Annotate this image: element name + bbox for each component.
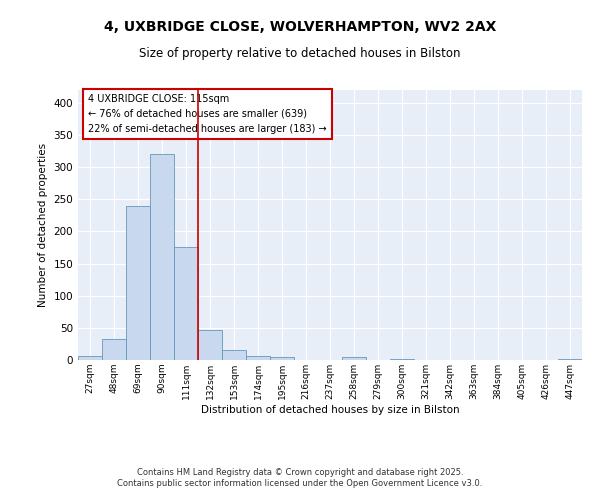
Text: 4 UXBRIDGE CLOSE: 115sqm
← 76% of detached houses are smaller (639)
22% of semi-: 4 UXBRIDGE CLOSE: 115sqm ← 76% of detach…	[88, 94, 327, 134]
Text: Size of property relative to detached houses in Bilston: Size of property relative to detached ho…	[139, 48, 461, 60]
Text: Contains HM Land Registry data © Crown copyright and database right 2025.
Contai: Contains HM Land Registry data © Crown c…	[118, 468, 482, 487]
Bar	[558, 358, 582, 360]
Bar	[150, 154, 174, 360]
Text: 4, UXBRIDGE CLOSE, WOLVERHAMPTON, WV2 2AX: 4, UXBRIDGE CLOSE, WOLVERHAMPTON, WV2 2A…	[104, 20, 496, 34]
Bar	[102, 340, 126, 360]
Y-axis label: Number of detached properties: Number of detached properties	[38, 143, 48, 307]
Bar	[198, 330, 222, 360]
Bar	[246, 356, 270, 360]
Bar	[222, 350, 246, 360]
X-axis label: Distribution of detached houses by size in Bilston: Distribution of detached houses by size …	[200, 404, 460, 414]
Bar	[174, 247, 198, 360]
Bar	[78, 356, 102, 360]
Bar	[390, 358, 414, 360]
Bar	[126, 206, 150, 360]
Bar	[270, 358, 294, 360]
Bar	[342, 358, 366, 360]
